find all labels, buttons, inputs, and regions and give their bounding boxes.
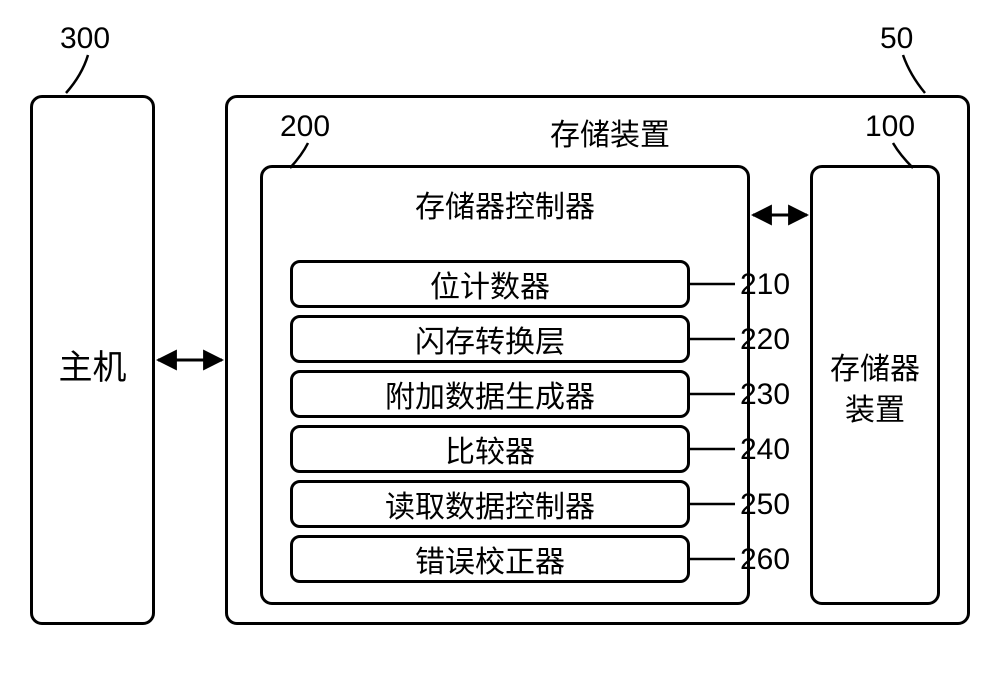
item-label: 读取数据控制器 bbox=[385, 482, 595, 526]
ref-230: 230 bbox=[740, 378, 790, 412]
item-flash-translation-layer: 闪存转换层 bbox=[290, 315, 690, 363]
storage-device-title: 存储装置 bbox=[470, 110, 750, 154]
ref-240: 240 bbox=[740, 433, 790, 467]
item-bit-counter: 位计数器 bbox=[290, 260, 690, 308]
diagram-canvas: 主机 存储装置 存储器控制器 位计数器 闪存转换层 附加数据生成器 比较器 读取… bbox=[0, 0, 1000, 674]
memory-device-label: 存储器 装置 bbox=[810, 350, 940, 431]
item-label: 闪存转换层 bbox=[415, 317, 565, 361]
item-additional-data-generator: 附加数据生成器 bbox=[290, 370, 690, 418]
item-label: 位计数器 bbox=[430, 262, 550, 306]
item-error-corrector: 错误校正器 bbox=[290, 535, 690, 583]
ref-200: 200 bbox=[280, 110, 330, 144]
ref-250: 250 bbox=[740, 488, 790, 522]
ref-220: 220 bbox=[740, 323, 790, 357]
ref-300: 300 bbox=[60, 22, 110, 56]
leader-300 bbox=[66, 55, 88, 93]
item-label: 错误校正器 bbox=[415, 537, 565, 581]
host-label: 主机 bbox=[30, 340, 155, 389]
item-label: 比较器 bbox=[445, 427, 535, 471]
item-label: 附加数据生成器 bbox=[385, 372, 595, 416]
item-read-data-controller: 读取数据控制器 bbox=[290, 480, 690, 528]
item-comparator: 比较器 bbox=[290, 425, 690, 473]
ref-100: 100 bbox=[865, 110, 915, 144]
ref-260: 260 bbox=[740, 543, 790, 577]
memory-controller-title: 存储器控制器 bbox=[260, 182, 750, 226]
ref-210: 210 bbox=[740, 268, 790, 302]
leader-50 bbox=[903, 55, 925, 93]
ref-50: 50 bbox=[880, 22, 913, 56]
